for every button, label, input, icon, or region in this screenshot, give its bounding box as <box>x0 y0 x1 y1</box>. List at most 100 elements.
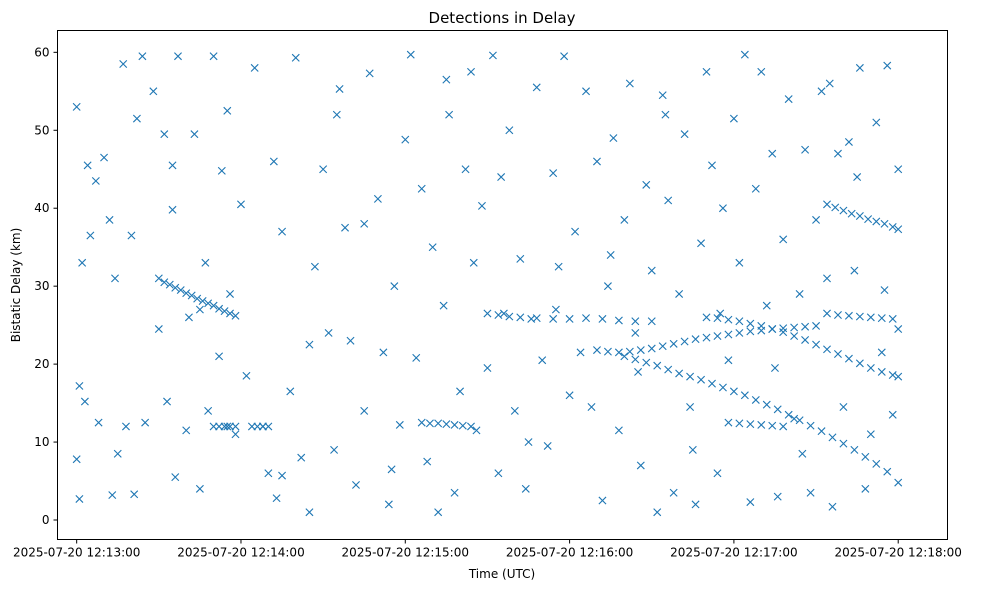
data-point <box>360 406 369 415</box>
data-point <box>751 184 760 193</box>
data-point <box>850 266 859 275</box>
x-tick-label: 2025-07-20 12:14:00 <box>177 546 304 560</box>
data-point <box>724 356 733 365</box>
data-point <box>467 67 475 76</box>
data-point <box>483 309 492 318</box>
data-point <box>538 356 547 365</box>
data-point <box>631 355 640 364</box>
data-point <box>853 173 862 182</box>
data-point <box>691 500 700 509</box>
data-point <box>872 459 881 468</box>
data-point <box>664 365 673 374</box>
data-point <box>823 345 831 354</box>
data-point <box>231 311 240 320</box>
data-point <box>833 311 842 319</box>
data-point <box>445 110 454 119</box>
data-point <box>310 262 319 271</box>
data-point <box>571 227 580 236</box>
data-point <box>272 494 281 503</box>
data-point <box>675 369 684 378</box>
data-point <box>735 317 744 326</box>
data-point <box>735 328 744 337</box>
data-point <box>187 291 196 300</box>
data-point <box>757 321 766 330</box>
data-point <box>305 340 314 349</box>
data-point <box>770 364 779 373</box>
data-point <box>291 53 300 62</box>
data-point <box>702 67 711 76</box>
data-point <box>450 488 459 497</box>
y-tick-label: 20 <box>34 357 49 371</box>
y-tick-label: 50 <box>34 123 49 137</box>
data-point <box>231 430 240 439</box>
data-point <box>505 126 514 135</box>
data-point <box>190 130 199 139</box>
data-point <box>598 314 607 323</box>
data-point <box>505 312 514 321</box>
data-point <box>330 445 339 454</box>
data-point <box>450 420 459 429</box>
x-tick-label: 2025-07-20 12:18:00 <box>834 546 961 560</box>
data-point <box>516 313 525 322</box>
data-point <box>182 289 191 298</box>
data-point <box>795 289 804 298</box>
data-point <box>894 372 903 381</box>
data-point <box>223 106 232 115</box>
data-point <box>154 325 163 334</box>
data-point <box>483 364 492 373</box>
data-point <box>861 452 870 461</box>
data-point <box>401 135 410 144</box>
data-point <box>209 52 218 61</box>
data-point <box>795 416 804 425</box>
data-point <box>78 258 87 267</box>
y-tick-label: 10 <box>34 435 49 449</box>
data-point <box>477 201 486 210</box>
x-tick-label: 2025-07-20 12:17:00 <box>670 546 797 560</box>
x-tick-label: 2025-07-20 12:13:00 <box>13 546 140 560</box>
data-point <box>855 359 864 368</box>
data-point <box>319 165 328 174</box>
data-point <box>193 294 202 303</box>
data-point <box>790 332 799 341</box>
data-point <box>729 114 738 123</box>
data-point <box>138 52 147 61</box>
data-point <box>560 52 569 61</box>
data-point <box>877 314 886 323</box>
data-point <box>592 346 601 355</box>
data-point <box>423 457 432 466</box>
data-point <box>184 313 193 322</box>
y-axis: 0 10 20 30 40 50 60 <box>34 45 58 527</box>
data-point <box>773 492 782 501</box>
data-point <box>828 502 837 511</box>
data-point <box>417 184 426 193</box>
data-point <box>543 441 552 450</box>
data-point <box>614 348 623 357</box>
data-point <box>686 372 695 381</box>
data-point <box>697 375 706 384</box>
data-point <box>75 494 84 503</box>
y-tick-label: 0 <box>42 513 50 527</box>
data-point <box>888 314 897 323</box>
data-point <box>872 118 881 127</box>
data-point <box>817 87 826 96</box>
data-point <box>801 145 810 154</box>
data-point <box>576 348 585 357</box>
data-point <box>636 346 645 355</box>
data-point <box>614 426 623 435</box>
data-point <box>806 421 815 430</box>
data-point <box>708 161 716 170</box>
data-point <box>264 422 273 431</box>
data-point <box>461 165 470 174</box>
data-point <box>352 480 360 489</box>
data-point <box>182 426 191 435</box>
data-point <box>729 387 738 396</box>
data-point <box>647 317 656 326</box>
data-point <box>72 102 81 111</box>
data-point <box>680 337 689 346</box>
data-point <box>812 215 821 224</box>
data-point <box>669 488 678 497</box>
data-point <box>746 498 755 507</box>
data-point <box>713 332 722 341</box>
